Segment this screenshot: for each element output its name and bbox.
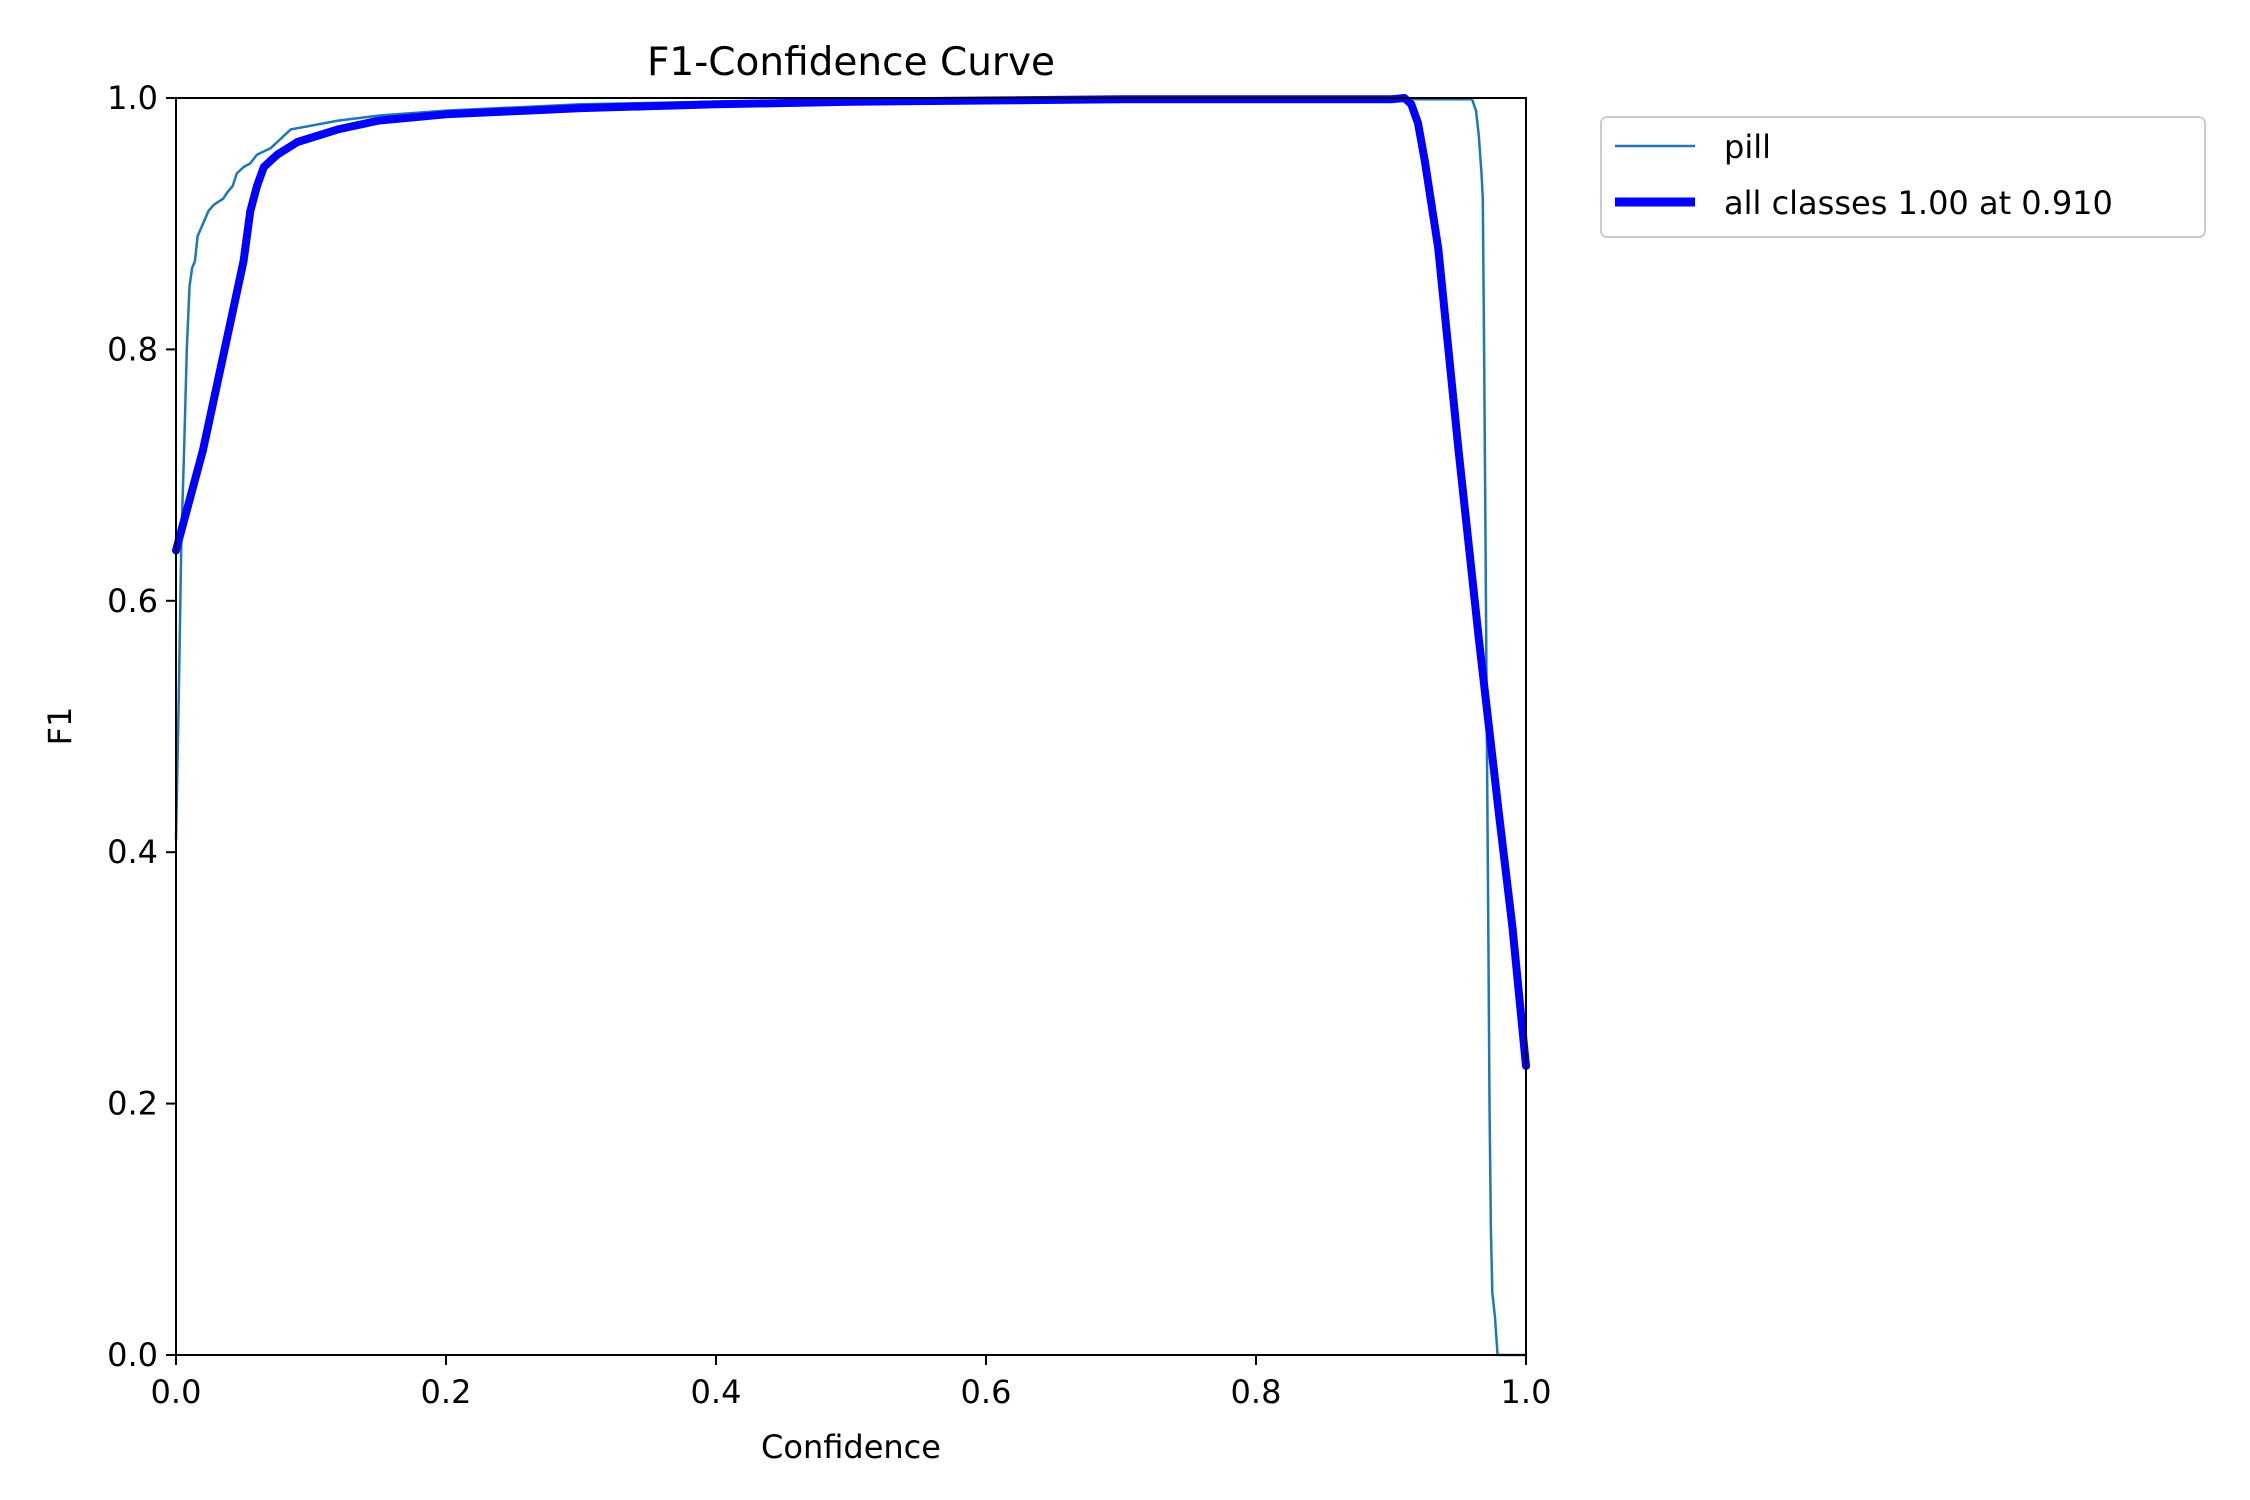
y-tick-label: 1.0 (107, 79, 158, 117)
plot-frame (175, 97, 1527, 1356)
y-axis-label: F1 (41, 707, 79, 746)
x-axis-label: Confidence (761, 1428, 941, 1466)
x-tick-label: 0.0 (151, 1373, 202, 1411)
y-axis-ticks: 0.0 0.2 0.4 0.6 0.8 1.0 (107, 79, 176, 1374)
series-line-all-classes (172, 94, 1530, 1070)
legend-label-all-classes: all classes 1.00 at 0.910 (1724, 184, 2113, 222)
y-tick-label: 0.4 (107, 833, 158, 871)
series-layer (172, 94, 1530, 1357)
chart-title: F1-Confidence Curve (647, 40, 1055, 85)
legend: pill all classes 1.00 at 0.910 (1600, 116, 2206, 238)
y-tick-label: 0.6 (107, 582, 158, 620)
series-line-pill (174, 98, 1528, 1357)
y-tick-label: 0.0 (107, 1336, 158, 1374)
x-tick-label: 0.4 (691, 1373, 742, 1411)
x-tick-label: 0.6 (961, 1373, 1012, 1411)
legend-box (1600, 116, 2206, 238)
y-tick-label: 0.8 (107, 330, 158, 368)
legend-label-pill: pill (1724, 128, 1771, 166)
x-tick-label: 0.2 (421, 1373, 472, 1411)
y-tick-label: 0.2 (107, 1085, 158, 1123)
x-axis-ticks: 0.0 0.2 0.4 0.6 0.8 1.0 (151, 1355, 1552, 1411)
plot-area (172, 94, 1530, 1357)
x-tick-label: 1.0 (1501, 1373, 1552, 1411)
x-tick-label: 0.8 (1231, 1373, 1282, 1411)
